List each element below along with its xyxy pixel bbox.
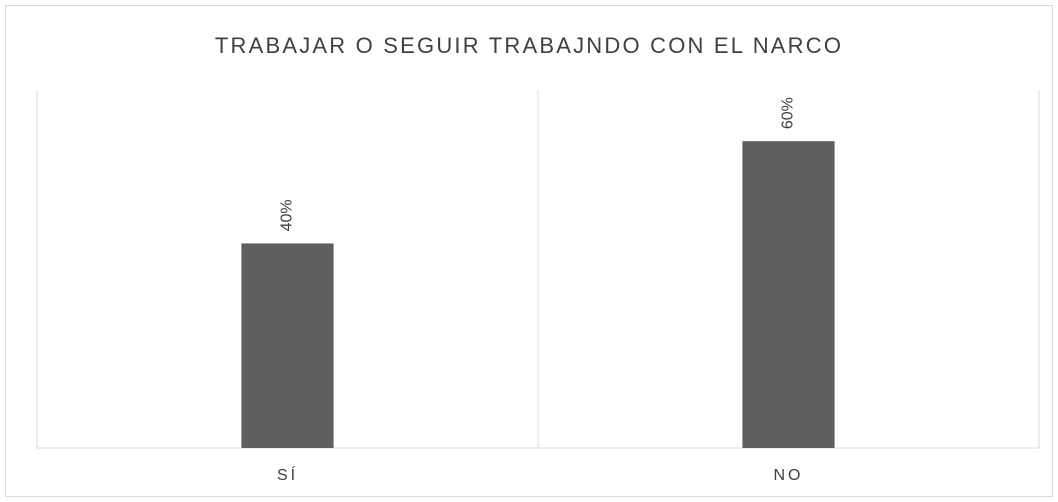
x-tick-label: SÍ <box>277 465 298 484</box>
chart-frame <box>5 5 1053 497</box>
data-label: 40% <box>279 199 296 231</box>
bar <box>241 243 334 448</box>
chart-title: TRABAJAR O SEGUIR TRABAJNDO CON EL NARCO <box>215 33 843 58</box>
data-label: 60% <box>780 97 797 129</box>
bar <box>742 141 835 448</box>
x-tick-label: NO <box>774 467 804 484</box>
